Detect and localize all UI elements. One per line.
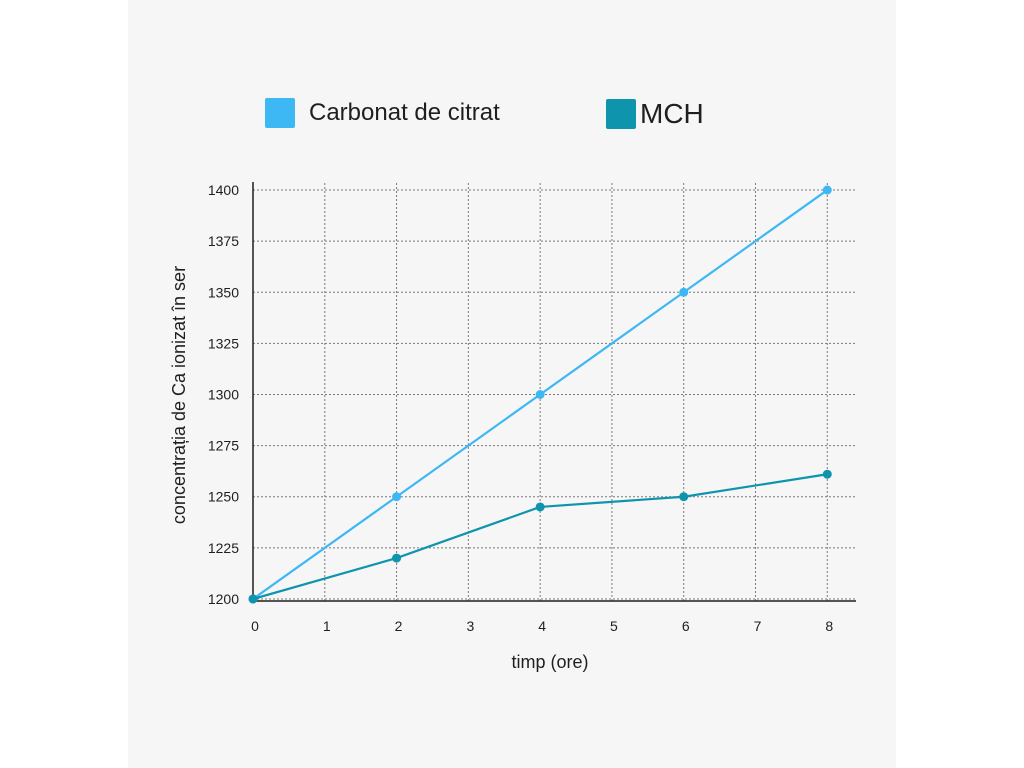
legend-swatch-mch bbox=[606, 99, 636, 129]
y-tick-label: 1350 bbox=[208, 284, 239, 300]
data-point-1 bbox=[248, 594, 258, 604]
y-tick-label: 1300 bbox=[208, 387, 239, 403]
y-axis-title: concentrația de Ca ionizat în ser bbox=[169, 266, 189, 524]
y-tick-labels: 1200 1225 1250 1275 1300 1325 1350 1375 1400 bbox=[208, 182, 239, 607]
y-tick-label: 1375 bbox=[208, 233, 239, 249]
x-tick-label: 4 bbox=[538, 618, 546, 634]
x-tick-label: 1 bbox=[323, 618, 331, 634]
x-tick-label: 3 bbox=[466, 618, 474, 634]
x-tick-label: 5 bbox=[610, 618, 618, 634]
y-tick-label: 1325 bbox=[208, 335, 239, 351]
x-tick-label: 0 bbox=[251, 618, 259, 634]
data-point-1 bbox=[822, 469, 832, 479]
chart-canvas bbox=[128, 0, 896, 768]
y-tick-label: 1200 bbox=[208, 591, 239, 607]
data-point-0 bbox=[535, 390, 545, 399]
y-tick-label: 1400 bbox=[208, 182, 239, 198]
x-tick-label: 7 bbox=[754, 618, 762, 634]
x-tick-labels: 0 1 2 3 4 5 6 7 8 bbox=[251, 618, 833, 634]
y-tick-label: 1225 bbox=[208, 540, 239, 556]
x-axis-title: timp (ore) bbox=[511, 652, 588, 672]
x-tick-label: 6 bbox=[682, 618, 690, 634]
legend-label-mch: MCH bbox=[640, 98, 704, 129]
data-point-1 bbox=[535, 502, 545, 512]
data-point-1 bbox=[679, 492, 689, 502]
legend-swatch-carbonat bbox=[265, 98, 295, 128]
grid-lines bbox=[252, 182, 856, 601]
data-point-0 bbox=[392, 492, 402, 502]
x-tick-label: 8 bbox=[825, 618, 833, 634]
x-tick-label: 2 bbox=[395, 618, 403, 634]
axes bbox=[252, 182, 856, 602]
data-point-0 bbox=[679, 287, 689, 297]
data-point-1 bbox=[392, 553, 402, 563]
y-tick-label: 1275 bbox=[208, 438, 239, 454]
legend-item-carbonat: Carbonat de citrat bbox=[265, 98, 500, 128]
legend-label-carbonat: Carbonat de citrat bbox=[309, 99, 500, 126]
legend-item-mch: MCH bbox=[606, 98, 704, 130]
series-group bbox=[248, 185, 832, 604]
data-point-0 bbox=[822, 185, 832, 195]
y-tick-label: 1250 bbox=[208, 489, 239, 505]
